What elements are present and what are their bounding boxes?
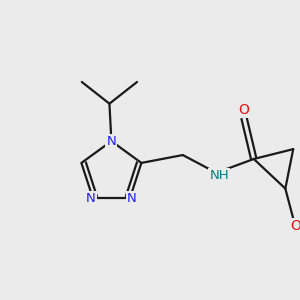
Text: O: O (290, 219, 300, 233)
Text: N: N (127, 192, 137, 205)
Text: N: N (106, 135, 116, 148)
Text: N: N (86, 192, 96, 205)
Text: O: O (238, 103, 249, 117)
Text: NH: NH (209, 169, 229, 182)
